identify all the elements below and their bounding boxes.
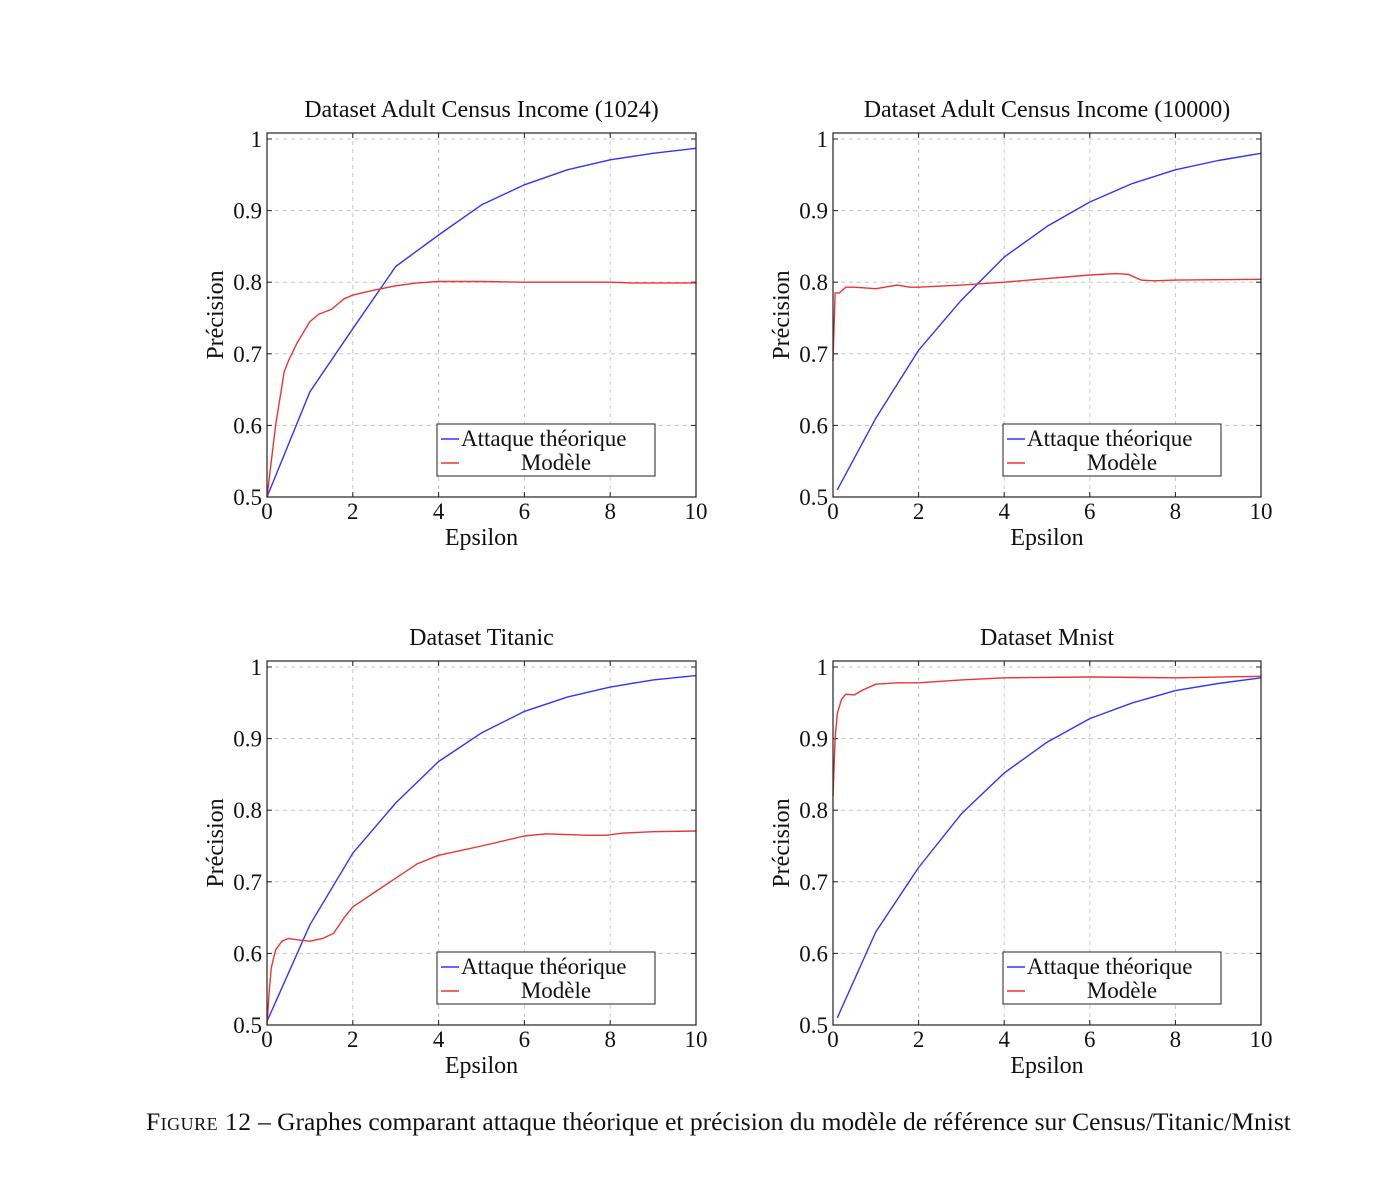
figure-caption: Figure 12 – Graphes comparant attaque th… (146, 1104, 1333, 1140)
x-tick-label: 8 (1170, 499, 1182, 524)
x-tick-label: 8 (604, 499, 616, 524)
y-tick-label: 0.9 (799, 199, 828, 224)
x-tick-label: 2 (913, 1027, 925, 1052)
x-tick-label: 8 (1170, 1027, 1182, 1052)
legend-box (1002, 951, 1222, 1005)
y-tick-label: 0.5 (799, 485, 828, 510)
legend-label: Attaque théorique (1027, 954, 1192, 979)
x-tick-label: 0 (827, 1027, 839, 1052)
y-tick-label: 0.6 (799, 941, 828, 966)
chart-panel-4: 0 2 4 6 8 10 0.5 0.6 0.7 0.8 0.9 1 Dataset Mnist Epsi… (769, 625, 1273, 1079)
x-tick-label: 0 (261, 499, 273, 524)
y-tick-label: 0.6 (799, 413, 828, 438)
legend-box (436, 423, 656, 477)
legend-label: Modèle (521, 978, 591, 1003)
chart-title: Dataset Mnist (980, 625, 1114, 651)
y-tick-label: 0.6 (233, 941, 262, 966)
y-tick-label: 0.9 (799, 727, 828, 752)
x-tick-label: 2 (347, 1027, 359, 1052)
x-tick-label: 10 (1250, 1027, 1273, 1052)
chart-panel-3: 0 2 4 6 8 10 0.5 0.6 0.7 0.8 0.9 1 Dataset Titanic Ep… (203, 625, 708, 1079)
series-line-attaque-theorique (266, 147, 697, 498)
x-tick-label: 4 (998, 1027, 1010, 1052)
chart-title: Dataset Adult Census Income (10000) (864, 97, 1231, 123)
x-axis-label: Epsilon (1010, 1053, 1083, 1079)
y-tick-label: 0.8 (233, 798, 262, 823)
x-tick-label: 4 (433, 499, 445, 524)
y-tick-label: 1 (251, 127, 263, 152)
axis-frame (266, 660, 697, 1026)
x-tick-label: 2 (347, 499, 359, 524)
legend-label: Attaque théorique (1027, 426, 1192, 451)
x-tick-label: 6 (1084, 1027, 1096, 1052)
series-line-modele (832, 272, 1262, 362)
caption-text: – Graphes comparant attaque théorique et… (251, 1107, 1291, 1136)
y-tick-label: 1 (251, 655, 263, 680)
x-tick-label: 10 (1250, 499, 1273, 524)
legend-box (1002, 423, 1222, 477)
caption-label: Figure 12 (146, 1107, 252, 1136)
x-tick-label: 0 (827, 499, 839, 524)
legend-label: Modèle (1087, 978, 1157, 1003)
legend-label: Attaque théorique (461, 954, 626, 979)
y-tick-label: 1 (817, 655, 829, 680)
y-tick-label: 0.9 (233, 199, 262, 224)
series-line-modele (266, 830, 697, 1026)
series-line-modele (832, 675, 1262, 796)
chart-title: Dataset Titanic (409, 625, 554, 651)
x-tick-label: 8 (604, 1027, 616, 1052)
y-tick-label: 0.9 (233, 727, 262, 752)
axis-frame (832, 132, 1262, 498)
series-line-attaque-theorique (836, 677, 1262, 1019)
y-axis-label: Précision (203, 270, 229, 359)
x-tick-label: 2 (913, 499, 925, 524)
legend-box (436, 951, 656, 1005)
y-tick-label: 0.8 (799, 270, 828, 295)
axis-frame (832, 660, 1262, 1026)
y-tick-label: 1 (817, 127, 829, 152)
x-tick-label: 6 (1084, 499, 1096, 524)
series-line-modele (266, 280, 696, 498)
x-axis-label: Epsilon (1010, 525, 1083, 551)
axis-frame (266, 132, 697, 498)
y-tick-label: 0.5 (233, 485, 262, 510)
series-line-attaque-theorique (266, 674, 697, 1022)
x-tick-label: 10 (685, 499, 708, 524)
y-tick-label: 0.8 (233, 270, 262, 295)
chart-title: Dataset Adult Census Income (1024) (304, 97, 659, 123)
x-tick-label: 4 (433, 1027, 445, 1052)
legend-label: Attaque théorique (461, 426, 626, 451)
y-tick-label: 0.7 (233, 342, 262, 367)
y-tick-label: 0.7 (799, 870, 828, 895)
y-tick-label: 0.8 (799, 798, 828, 823)
y-tick-label: 0.7 (233, 870, 262, 895)
y-tick-label: 0.6 (233, 413, 262, 438)
y-tick-label: 0.5 (233, 1013, 262, 1038)
x-axis-label: Epsilon (445, 525, 518, 551)
series-line-attaque-theorique (836, 152, 1262, 491)
y-tick-label: 0.7 (799, 342, 828, 367)
y-axis-label: Précision (769, 798, 795, 887)
x-tick-label: 4 (998, 499, 1010, 524)
legend-label: Modèle (521, 450, 591, 475)
y-tick-label: 0.5 (799, 1013, 828, 1038)
x-tick-label: 6 (519, 1027, 531, 1052)
chart-panel-2: 0 2 4 6 8 10 0.5 0.6 0.7 0.8 0.9 1 Dataset Adult Cen… (769, 97, 1273, 551)
x-tick-label: 10 (685, 1027, 708, 1052)
x-tick-label: 0 (261, 1027, 273, 1052)
y-axis-label: Précision (203, 798, 229, 887)
chart-panel-1: 0 2 4 6 8 10 0.5 0.6 0.7 0.8 0.9 1 Dataset Adult Cen… (203, 97, 708, 551)
x-axis-label: Epsilon (445, 1053, 518, 1079)
x-tick-label: 6 (519, 499, 531, 524)
y-axis-label: Précision (769, 270, 795, 359)
legend-label: Modèle (1087, 450, 1157, 475)
